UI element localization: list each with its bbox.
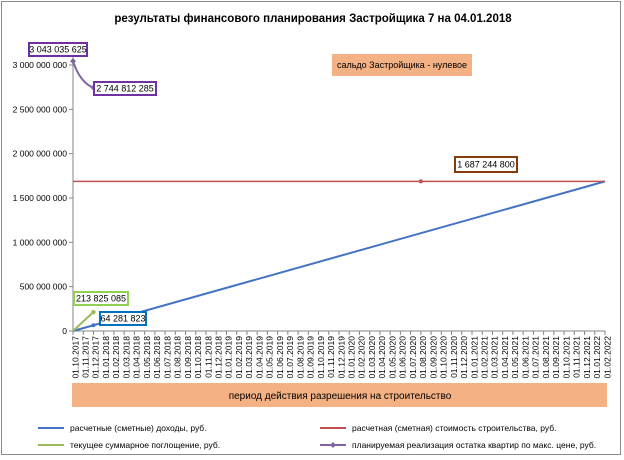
y-tick-label: 1 500 000 000 [13, 193, 68, 203]
x-tick-label: 01.10.2019 [316, 336, 326, 379]
x-tick-label: 01.08.2019 [295, 336, 305, 379]
x-tick-label: 01.03.2021 [490, 336, 500, 379]
legend: расчетные (сметные) доходы, руб. расчетна… [38, 423, 596, 450]
x-tick-label: 01.05.2019 [265, 336, 275, 379]
x-tick-label: 01.09.2021 [551, 336, 561, 379]
y-tick-label: 3 000 000 000 [13, 60, 68, 70]
x-tick-label: 01.05.2020 [387, 336, 397, 379]
x-tick-label: 01.07.2020 [408, 336, 418, 379]
legend-label: расчетная (сметная) стоимость строительс… [352, 423, 556, 433]
x-tick-label: 01.12.2020 [459, 336, 469, 379]
annotation-label-cost: 1 687 244 800 [457, 160, 515, 170]
x-tick-label: 01.11.2020 [449, 336, 459, 378]
x-tick-label: 01.10.2018 [193, 336, 203, 379]
series-point-cost [418, 179, 423, 184]
x-tick-label: 01.10.2021 [561, 336, 571, 379]
x-tick-label: 01.01.2022 [592, 336, 602, 379]
y-tick-label: 500 000 000 [20, 282, 68, 292]
x-axis-title: период действия разрешения на строительс… [229, 391, 452, 402]
x-tick-label: 01.06.2019 [275, 336, 285, 379]
chart-title: результаты финансового планирования Заст… [114, 13, 512, 25]
x-tick-label: 01.06.2020 [398, 336, 408, 379]
x-tick-label: 01.06.2018 [152, 336, 162, 379]
y-tick-label: 0 [62, 326, 67, 336]
annotation-label-balance: сальдо Застройщика - нулевое [337, 60, 467, 70]
annotation-label-remainder_end: 2 744 812 285 [96, 84, 154, 94]
annotation-box-remainder_start [28, 42, 88, 57]
y-tick-label: 1 000 000 000 [13, 237, 68, 247]
x-tick-label: 01.03.2019 [244, 336, 254, 379]
x-tick-label: 01.05.2018 [142, 336, 152, 379]
x-tick-label: 01.02.2019 [234, 336, 244, 379]
legend-label: планируемая реализация остатка квартир п… [352, 440, 596, 450]
series-line-absorption [72, 311, 95, 332]
x-tick-label: 01.09.2019 [306, 336, 316, 379]
series-line-income [72, 180, 606, 332]
x-tick-label: 01.04.2019 [254, 336, 264, 379]
x-axis-title-box: период действия разрешения на строительс… [72, 383, 607, 407]
x-tick-label: 01.11.2021 [572, 336, 582, 378]
x-tick-label: 01.06.2021 [520, 336, 530, 379]
x-tick-label: 01.11.2017 [80, 336, 90, 378]
annotation-label-remainder_start: 3 043 035 625 [29, 45, 87, 55]
legend-marker [330, 442, 336, 448]
x-tick-label: 01.01.2020 [346, 336, 356, 379]
series-point-income [91, 323, 96, 328]
annotation-box-cost [454, 156, 518, 173]
x-tick-label: 01.12.2017 [91, 336, 101, 379]
x-tick-label: 01.08.2020 [418, 336, 428, 379]
x-tick-label: 01.07.2018 [162, 336, 172, 379]
annotation-box-absorption [73, 291, 129, 306]
x-tick-label: 01.12.2019 [336, 336, 346, 379]
x-tick-label: 01.08.2018 [173, 336, 183, 379]
x-axis-title-background [72, 383, 607, 407]
x-tick-label: 01.03.2020 [367, 336, 377, 379]
x-tick-label: 01.10.2017 [70, 336, 80, 379]
legend-label: текущее суммарное поглощение, руб. [70, 440, 220, 450]
legend-label: расчетные (сметные) доходы, руб. [70, 423, 207, 433]
annotation-box-balance [332, 54, 472, 76]
x-tick-label: 01.01.2019 [224, 336, 234, 379]
x-tick-label: 01.01.2021 [469, 336, 479, 379]
x-tick-label: 01.11.2019 [326, 336, 336, 378]
x-tick-label: 01.03.2018 [121, 336, 131, 379]
series-line-remainder [72, 60, 94, 89]
annotation-label-absorption: 213 825 085 [76, 294, 126, 304]
x-tick-label: 01.02.2021 [479, 336, 489, 379]
x-tick-label: 01.04.2021 [500, 336, 510, 379]
x-tick-label: 01.09.2018 [183, 336, 193, 379]
x-tick-label: 01.10.2020 [439, 336, 449, 379]
annotation-label-income: 64 281 823 [100, 314, 145, 324]
x-tick-label: 01.04.2018 [132, 336, 142, 379]
annotation-box-remainder_end [93, 81, 157, 96]
series-point-absorption [91, 309, 96, 315]
x-tick-label: 01.07.2019 [285, 336, 295, 379]
x-tick-label: 01.02.2018 [111, 336, 121, 379]
y-axis: 0 500 000 000 1 000 000 000 1 500 000 000 2 … [13, 42, 74, 336]
y-tick-label: 2 500 000 000 [13, 104, 68, 114]
x-tick-label: 01.09.2020 [428, 336, 438, 379]
x-tick-label: 01.02.2022 [602, 336, 612, 379]
series-point-remainder [70, 58, 76, 65]
x-tick-label: 01.12.2021 [582, 336, 592, 379]
annotation-box-income [99, 311, 147, 326]
x-tick-label: 01.04.2020 [377, 336, 387, 379]
annotations-group: 64 281 823 213 825 085 3 043 035 625 2 744 … [28, 42, 518, 326]
y-tick-label: 2 000 000 000 [13, 149, 68, 159]
x-tick-label: 01.01.2018 [101, 336, 111, 379]
x-tick-label: 01.12.2018 [213, 336, 223, 379]
x-tick-label: 01.02.2020 [357, 336, 367, 379]
x-tick-label: 01.08.2021 [541, 336, 551, 379]
series-group [70, 58, 606, 332]
x-tick-label: 01.07.2021 [531, 336, 541, 379]
x-tick-label: 01.11.2018 [203, 336, 213, 378]
x-tick-label: 01.05.2021 [510, 336, 520, 379]
x-axis: 01.10.2017 01.11.2017 01.12.2017 01.01.2018… [70, 330, 612, 379]
